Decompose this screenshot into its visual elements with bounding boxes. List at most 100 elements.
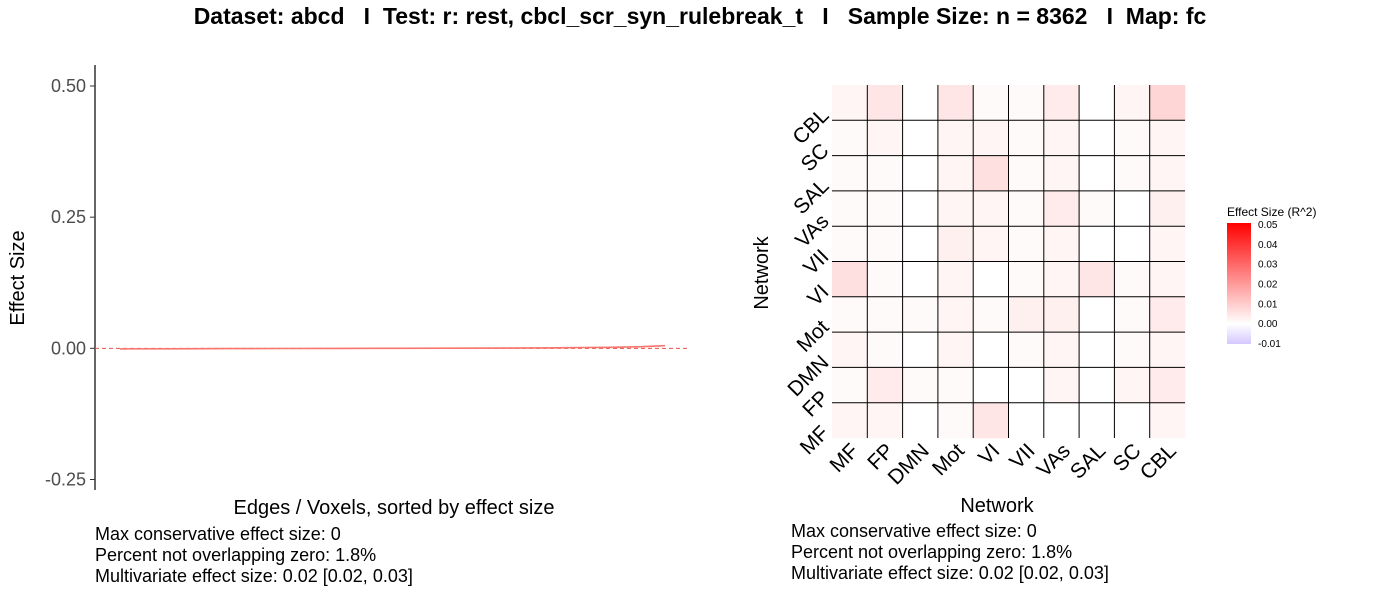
max-conservative-effect-size: Max conservative effect size: 0: [791, 521, 1037, 541]
heatmap-cell: [1008, 261, 1045, 298]
heatmap-cell: [973, 120, 1009, 156]
heatmap-cell: [832, 85, 868, 121]
heatmap-cell: [1149, 155, 1186, 192]
heatmap-cell: [902, 296, 939, 333]
heatmap-cell: [1149, 261, 1186, 298]
heatmap-y-tick-label: CBL: [788, 104, 833, 149]
heatmap-cell: [973, 261, 1009, 298]
heatmap-cell: [832, 332, 868, 368]
right-stats-block: Max conservative effect size: 0 Percent …: [791, 521, 1109, 584]
heatmap-cell: [1008, 155, 1045, 192]
heatmap-cell: [973, 402, 1009, 439]
heatmap-cell: [973, 332, 1009, 368]
heatmap-cell: [1114, 85, 1150, 121]
heatmap-x-tick-label: CBL: [1136, 439, 1181, 484]
heatmap-x-tick-label: MF: [825, 439, 863, 477]
y-axis-ticks: -0.25 0.00 0.25 0.50: [45, 76, 95, 490]
heatmap-cell: [1043, 402, 1080, 439]
heatmap-cell: [832, 120, 868, 156]
heatmap-cell: [1114, 402, 1150, 439]
heatmap-cell: [1043, 120, 1080, 156]
heatmap-cell: [1114, 332, 1150, 368]
heatmap-cell: [902, 190, 939, 227]
heatmap-cell: [1043, 367, 1080, 403]
heatmap-cell: [867, 155, 903, 192]
heatmap-cell: [867, 190, 903, 227]
heatmap-cell: [902, 332, 939, 368]
heatmap-cell: [1079, 402, 1115, 439]
heatmap-cell: [902, 261, 939, 298]
legend-tick-label: 0.05: [1258, 220, 1278, 231]
heatmap-cell: [902, 120, 939, 156]
heatmap-cell: [867, 296, 903, 333]
heatmap-cell: [1149, 367, 1186, 403]
heatmap-cell: [1008, 120, 1045, 156]
heatmap-cell: [1079, 296, 1115, 333]
multivariate-effect-size: Multivariate effect size: 0.02 [0.02, 0.…: [95, 566, 413, 586]
heatmap-cell: [937, 261, 974, 298]
heatmap-cell: [867, 402, 903, 439]
left-stats-block: Max conservative effect size: 0 Percent …: [95, 524, 413, 587]
heatmap-cell: [832, 402, 868, 439]
heatmap-cell: [867, 367, 903, 403]
legend-tick-label: 0.03: [1258, 260, 1278, 271]
heatmap-cell: [1114, 190, 1150, 227]
legend-tick-label: 0.01: [1258, 299, 1278, 310]
heatmap-cell: [1079, 332, 1115, 368]
heatmap-cell: [1008, 85, 1045, 121]
heatmap-y-tick-label: VAs: [791, 210, 833, 252]
heatmap-cell: [902, 226, 939, 262]
heatmap-cell: [1079, 367, 1115, 403]
heatmap-cell: [1149, 190, 1186, 227]
heatmap-cell: [937, 296, 974, 333]
heatmap-grid: [832, 85, 1185, 438]
heatmap-cell: [973, 367, 1009, 403]
legend-colorbar: [1227, 223, 1251, 344]
heatmap-cell: [1043, 261, 1080, 298]
legend-tick-label: 0.00: [1258, 319, 1278, 330]
heatmap-x-tick-label: Mot: [928, 439, 969, 480]
heatmap-y-tick-label: DMN: [783, 351, 833, 401]
heatmap-y-tick-label: Mot: [793, 316, 834, 357]
heatmap-x-tick-label: SAL: [1066, 439, 1110, 483]
heatmap-cell: [1008, 190, 1045, 227]
heatmap-cell: [1114, 296, 1150, 333]
heatmap-cell: [832, 367, 868, 403]
heatmap-cell: [902, 402, 939, 439]
heatmap-cell: [937, 332, 974, 368]
multivariate-effect-size: Multivariate effect size: 0.02 [0.02, 0.…: [791, 563, 1109, 583]
heatmap-cell: [832, 296, 868, 333]
heatmap-cell: [973, 226, 1009, 262]
heatmap-y-axis-label: Network: [751, 235, 773, 309]
heatmap-cell: [1114, 226, 1150, 262]
percent-not-overlapping-zero: Percent not overlapping zero: 1.8%: [791, 542, 1073, 562]
effect-size-curve: [119, 344, 666, 350]
heatmap-cell: [1008, 367, 1045, 403]
legend-tick-label: 0.04: [1258, 240, 1278, 251]
heatmap-cell: [937, 190, 974, 227]
heatmap-x-tick-label: VAs: [1033, 439, 1075, 481]
heatmap-cell: [937, 85, 974, 121]
percent-not-overlapping-zero: Percent not overlapping zero: 1.8%: [95, 545, 377, 565]
heatmap-cell: [1149, 402, 1186, 439]
legend-ticks: 0.05 0.04 0.03 0.02 0.01 0.00 -0.01: [1258, 220, 1281, 350]
heatmap-y-tick-label: MF: [796, 422, 834, 460]
heatmap-cell: [1043, 85, 1080, 121]
heatmap-y-tick-label: VI: [803, 280, 833, 310]
y-tick-label: -0.25: [45, 470, 86, 490]
legend-tick-label: 0.02: [1258, 280, 1278, 291]
heatmap-cell: [1149, 226, 1186, 262]
heatmap-cell: [832, 261, 868, 298]
heatmap-cell: [1149, 296, 1186, 333]
heatmap-cell: [832, 155, 868, 192]
heatmap-cell: [1043, 155, 1080, 192]
heatmap-cell: [1079, 155, 1115, 192]
heatmap-cell: [1114, 120, 1150, 156]
heatmap-cell: [1149, 332, 1186, 368]
heatmap-cell: [832, 226, 868, 262]
heatmap-cell: [1008, 226, 1045, 262]
